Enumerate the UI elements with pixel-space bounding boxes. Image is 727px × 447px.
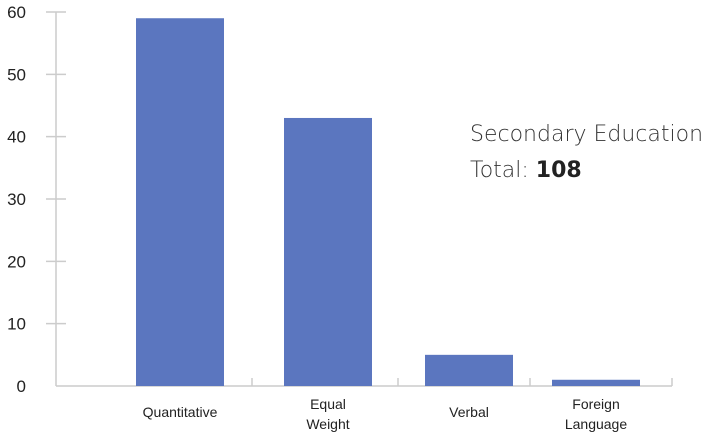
y-tick-label: 40 — [7, 128, 26, 147]
chart-bars — [136, 18, 640, 386]
y-tick-label: 20 — [7, 252, 26, 271]
y-tick-label: 10 — [7, 315, 26, 334]
y-tick-label: 30 — [7, 190, 26, 209]
y-tick-label: 50 — [7, 65, 26, 84]
bar-quantitative — [136, 18, 224, 386]
y-axis-ticks: 0 10 20 30 40 50 60 — [7, 3, 66, 396]
x-tick-label-line: Language — [565, 416, 628, 432]
x-tick-label-line: Weight — [306, 416, 349, 432]
x-tick-label-line: Equal — [310, 396, 346, 412]
x-tick-label: Foreign Language — [565, 396, 628, 432]
annotation-title: Secondary Education — [470, 122, 704, 147]
x-tick-label-line: Quantitative — [143, 404, 218, 420]
annotation-total-value: 108 — [535, 158, 582, 183]
x-tick-label: Equal Weight — [306, 396, 349, 432]
bar-foreign-language — [552, 379, 640, 386]
annotation-total: Total: 108 — [470, 158, 582, 183]
annotation-total-label: Total: — [470, 158, 529, 183]
x-tick-label-line: Foreign — [572, 396, 619, 412]
x-tick-label-line: Verbal — [449, 404, 489, 420]
x-tick-label: Quantitative — [143, 404, 218, 420]
x-tick-label: Verbal — [449, 404, 489, 420]
y-tick-label: 60 — [7, 3, 26, 22]
x-axis-ticks: Quantitative Equal Weight Verbal Foreign Lang… — [143, 396, 628, 432]
bar-equal-weight — [284, 117, 372, 386]
bar-verbal — [425, 354, 513, 386]
y-tick-label: 0 — [17, 377, 26, 396]
